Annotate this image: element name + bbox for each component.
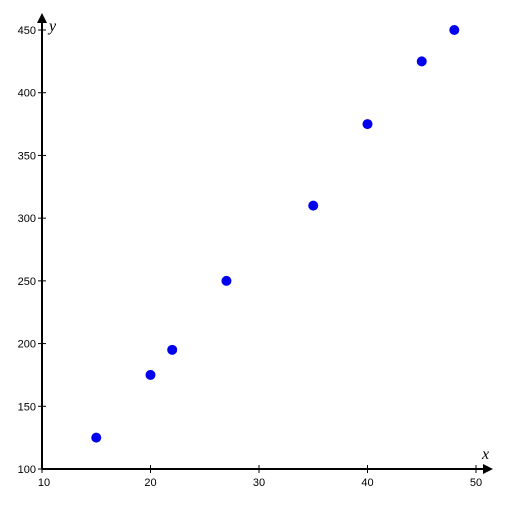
data-point xyxy=(362,119,373,130)
data-point xyxy=(167,344,178,355)
y-tick-label: 200 xyxy=(18,339,36,351)
ticks-layer: 10 20 30 40 50 100 150 200 250 300 350 400 450 xyxy=(18,25,482,489)
x-tick-label: 10 xyxy=(38,477,50,489)
y-axis-arrow xyxy=(37,13,47,23)
x-tick-label: 20 xyxy=(144,477,156,489)
points-layer xyxy=(91,25,460,443)
axes-layer: x y xyxy=(37,13,493,474)
y-tick-label: 150 xyxy=(18,401,36,413)
y-tick-label: 450 xyxy=(18,25,36,37)
y-tick-label: 300 xyxy=(18,213,36,225)
data-point xyxy=(221,275,232,286)
x-tick-label: 30 xyxy=(253,477,265,489)
y-tick-label: 350 xyxy=(18,150,36,162)
y-tick-label: 400 xyxy=(18,88,36,100)
data-point xyxy=(416,56,427,67)
x-axis-title: x xyxy=(481,446,489,463)
data-point xyxy=(449,25,460,35)
y-tick-label: 250 xyxy=(18,276,36,288)
x-tick-label: 50 xyxy=(470,477,482,489)
y-axis-title: y xyxy=(47,18,57,35)
y-tick-label: 100 xyxy=(18,464,36,476)
x-tick-label: 40 xyxy=(361,477,373,489)
data-point xyxy=(91,432,102,443)
data-point xyxy=(308,200,319,211)
x-axis-arrow xyxy=(483,464,493,474)
data-point xyxy=(145,369,156,380)
